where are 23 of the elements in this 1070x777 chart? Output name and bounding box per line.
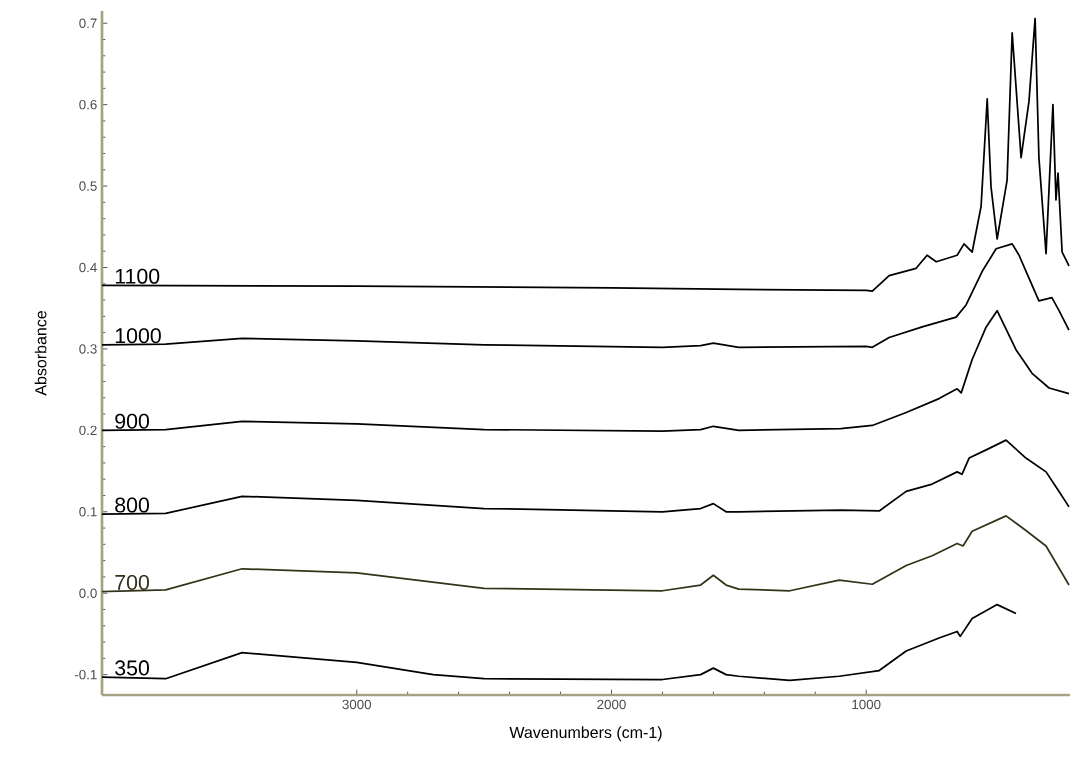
series-label: 1000 [115,328,161,344]
y-tick-label: 0.4 [79,262,97,273]
series-label: 1100 [115,268,160,284]
y-tick-label: -0.1 [74,669,97,680]
line-series [101,514,1070,593]
y-tick-label: 0.6 [79,99,97,110]
x-tick-label: 1000 [852,699,881,710]
y-tick-label: 0.1 [79,507,97,517]
y-tick-label: 0.5 [79,181,97,191]
series-label: 700 [115,574,149,590]
x-tick-label: 2000 [597,699,626,710]
series-label: 900 [115,413,149,429]
series-label: 350 [115,660,149,676]
y-axis-title: Absorbance [34,311,47,396]
x-axis-title: Wavenumbers (cm-1) [509,726,662,742]
y-tick-label: 0.7 [79,18,97,28]
line-series [101,243,1070,349]
y-tick-label: 0.0 [79,588,97,598]
y-tick-label: 0.2 [79,425,97,436]
x-tick-label: 3000 [342,699,372,710]
line-series [101,309,1070,433]
y-tick-label: 0.3 [79,344,97,354]
series-label: 800 [115,497,149,513]
